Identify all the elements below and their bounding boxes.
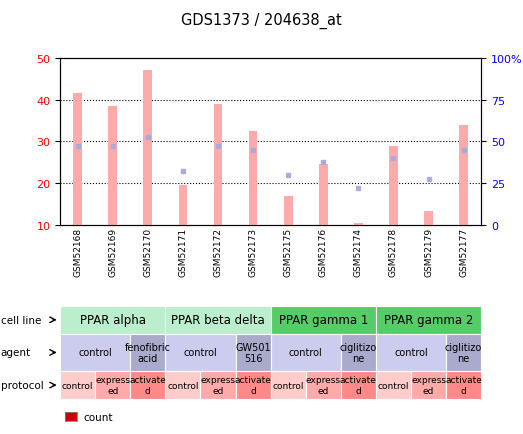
Text: control: control	[184, 348, 218, 358]
Text: PPAR alpha: PPAR alpha	[80, 314, 146, 326]
Text: activate
d: activate d	[129, 375, 166, 395]
Bar	[235, 334, 271, 371]
Bar	[213, 105, 222, 226]
Bar	[306, 371, 341, 399]
Text: PPAR gamma 1: PPAR gamma 1	[279, 314, 368, 326]
Bar	[249, 132, 257, 226]
Text: fenofibric
acid: fenofibric acid	[125, 342, 171, 363]
Bar	[165, 306, 271, 334]
Text: express
ed: express ed	[306, 375, 341, 395]
Text: PPAR beta delta: PPAR beta delta	[171, 314, 265, 326]
Text: express
ed: express ed	[95, 375, 130, 395]
Text: activate
d: activate d	[235, 375, 271, 395]
Bar	[165, 334, 235, 371]
Bar	[376, 371, 411, 399]
Text: control: control	[78, 348, 112, 358]
Text: protocol: protocol	[1, 380, 43, 390]
Text: control: control	[62, 381, 94, 390]
Text: GW501
516: GW501 516	[235, 342, 271, 363]
Bar	[60, 306, 165, 334]
Bar	[341, 371, 376, 399]
Bar	[411, 371, 446, 399]
Bar	[424, 211, 433, 226]
Bar	[376, 306, 481, 334]
Bar	[319, 165, 328, 226]
Bar	[95, 371, 130, 399]
Bar	[130, 334, 165, 371]
Bar	[271, 371, 306, 399]
Bar	[130, 371, 165, 399]
Text: cell line: cell line	[1, 315, 41, 325]
Text: express
ed: express ed	[200, 375, 235, 395]
Bar	[60, 334, 130, 371]
Text: agent: agent	[1, 348, 31, 358]
Bar	[284, 197, 292, 226]
Bar	[341, 334, 376, 371]
Text: express
ed: express ed	[411, 375, 446, 395]
Bar	[235, 371, 271, 399]
Text: control: control	[272, 381, 304, 390]
Text: count: count	[83, 412, 112, 421]
Text: control: control	[167, 381, 199, 390]
Bar	[376, 334, 446, 371]
Text: control: control	[378, 381, 409, 390]
Bar	[459, 125, 468, 226]
Text: activate
d: activate d	[340, 375, 377, 395]
Bar	[271, 306, 376, 334]
Text: PPAR gamma 2: PPAR gamma 2	[384, 314, 473, 326]
Text: GDS1373 / 204638_at: GDS1373 / 204638_at	[181, 13, 342, 29]
Bar	[178, 186, 187, 226]
Text: activate
d: activate d	[445, 375, 482, 395]
Bar	[354, 224, 363, 226]
Bar	[60, 371, 95, 399]
Bar	[446, 334, 481, 371]
Text: ciglitizo
ne: ciglitizo ne	[340, 342, 377, 363]
Text: control: control	[289, 348, 323, 358]
Bar	[73, 94, 82, 226]
Bar	[200, 371, 235, 399]
Bar	[143, 71, 152, 226]
Bar	[389, 146, 398, 226]
Bar	[108, 107, 117, 226]
Text: control: control	[394, 348, 428, 358]
Text: ciglitizo
ne: ciglitizo ne	[445, 342, 482, 363]
Bar	[165, 371, 200, 399]
Bar	[271, 334, 341, 371]
Bar	[446, 371, 481, 399]
